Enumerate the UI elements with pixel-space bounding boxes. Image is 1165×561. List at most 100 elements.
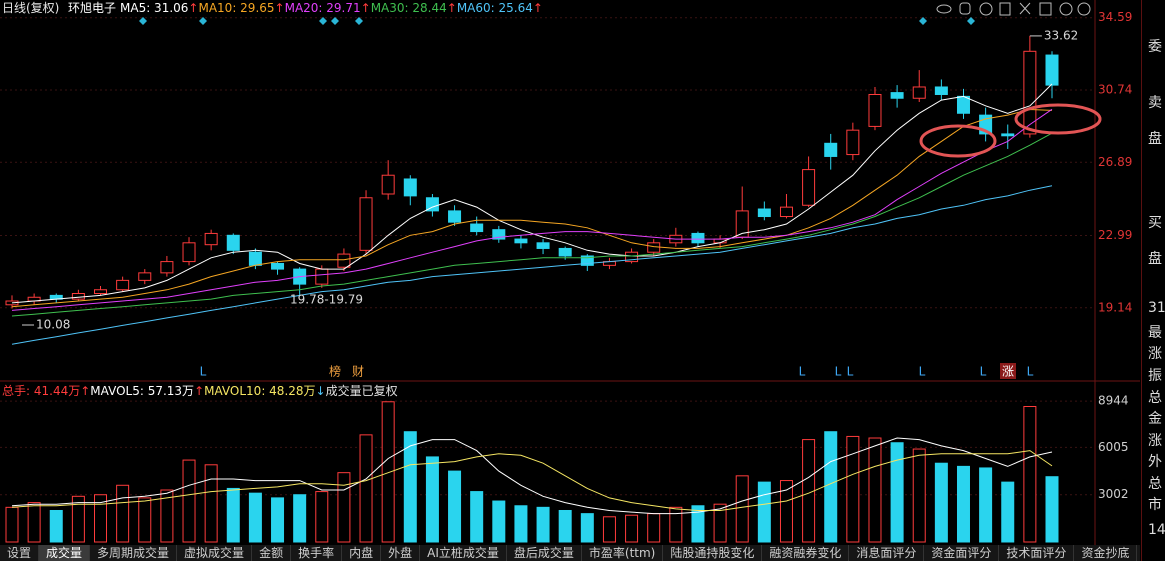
volume-bar [536,506,550,543]
tab[interactable]: 外盘 [381,545,421,561]
legend: MA5: 31.06↑MA10: 29.65↑MA20: 29.71↑MA30:… [120,1,543,15]
volume-bar [226,487,240,543]
tab-bar: 设置 成交量 多周期成交量 虚拟成交量 金额 换手率 内盘 外盘 AI立桩成交量 盘后成交量 市盈率… [0,545,1140,561]
legend: 总手: 41.44万↑MAVOL5: 57.13万↑MAVOL10: 48.28… [2,383,398,398]
candle-body [912,86,926,99]
volume-bar [5,506,19,543]
event-marker: 榜 [329,364,341,379]
volume-bar [846,435,860,543]
tab[interactable]: 多周期成交量 [90,545,178,561]
volume-note: 成交量已复权 [326,383,398,398]
icon[interactable] [999,2,1011,16]
tab[interactable]: 陆股通持股变化 [663,545,763,561]
volume-bar [934,462,948,543]
candle-body [1045,54,1059,86]
volume-bar [492,500,506,543]
tab[interactable]: 虚拟成交量 [177,545,253,561]
icon[interactable] [1059,2,1073,16]
volume-bar [27,502,41,543]
side-panel: 委卖盘买盘 31 最涨振总金涨外总市 14 [1141,0,1165,561]
event-marker: L [847,365,854,379]
event-marker: L [835,365,842,379]
volume-bar [315,491,329,543]
candle-body [403,178,417,197]
candle-body [94,289,108,295]
candle-body [226,234,240,251]
candle-body [138,272,152,281]
event-flag [967,17,975,25]
annotation: 10.08 [36,318,70,332]
icon[interactable] [1039,2,1052,16]
legend-entry: MA5: 31.06 [120,1,188,15]
candle-body [757,208,771,218]
icon[interactable] [979,2,993,16]
legend-entry: MA30: 28.44 [371,1,447,15]
volume-bar [381,401,395,543]
event-flag [199,17,207,25]
candle-body [647,242,661,253]
side-label: 卖 [1148,95,1162,111]
tab[interactable]: 市盈率(ttm) [582,545,664,561]
y-tick-label: 26.89 [1098,155,1132,169]
candle-body [956,95,970,114]
tab[interactable]: AI立桩成交量 [420,545,507,561]
side-label: 涨 [1148,346,1162,362]
volume-bar [359,434,373,543]
volume-bar [602,516,616,543]
tab[interactable]: 内盘 [342,545,382,561]
tab[interactable]: 技术面评分 [999,545,1075,561]
volume-bar [625,514,639,543]
candle-body [514,238,528,244]
tab[interactable]: 资金面评分 [924,545,1000,561]
candle-body [868,93,882,127]
volume-bar [580,513,594,543]
y-tick-label: 6005 [1098,440,1129,454]
candle-body [802,169,816,206]
side-label: 14 [1148,522,1165,538]
icon[interactable] [959,2,971,15]
volume-bar [779,480,793,543]
candle-body [934,86,948,95]
candle-body [536,242,550,249]
ma-line [11,437,1053,515]
volume-bar [514,505,528,543]
event-marker: L [1027,365,1034,379]
candle-body [116,279,130,291]
side-label: 盘 [1148,131,1162,147]
y-tick-label: 3002 [1098,487,1129,501]
candle-body [315,268,329,285]
icon[interactable] [1077,2,1091,16]
legend-entry: MAVOL5: 57.13万 [90,384,194,398]
volume-bar [824,431,838,543]
side-label: 盘 [1148,251,1162,267]
tab[interactable]: 换手率 [291,545,343,561]
ma-line [11,132,1053,317]
volume-bar [735,475,749,543]
tab[interactable]: 消息面评分 [849,545,925,561]
event-badge [1000,363,1016,379]
tab[interactable]: 盘后成交量 [507,545,582,561]
tab[interactable]: 资金抄底 [1074,545,1138,561]
candle-body [470,223,484,233]
candle-body [160,261,174,274]
side-label: 市 [1148,497,1162,513]
candle-body [204,232,218,246]
annotation: 19.78-19.79 [290,293,363,307]
tab[interactable]: 成交量 [39,545,91,561]
candle-body [1001,133,1015,137]
tab[interactable]: 融资融券变化 [762,545,850,561]
legend-entry: MA10: 29.65 [198,1,274,15]
side-label: 振 [1148,368,1162,384]
trend-arrow: ↑ [188,1,198,15]
candle-body [71,293,85,300]
volume-bar [868,437,882,543]
tab[interactable]: 设置 [0,545,40,561]
tab[interactable]: 金额 [252,545,292,561]
volume-bar [912,448,926,543]
icon[interactable] [1019,2,1031,15]
candle-body [492,229,506,240]
event-flag [139,17,147,25]
icon[interactable] [936,4,952,14]
y-tick-label: 19.14 [1098,300,1132,314]
y-tick-label: 30.74 [1098,82,1132,96]
